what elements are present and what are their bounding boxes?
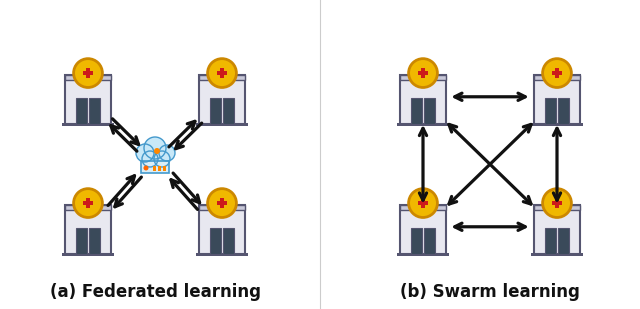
Bar — [198, 74, 245, 124]
Bar — [421, 68, 425, 78]
Circle shape — [543, 189, 572, 218]
Bar — [421, 198, 425, 209]
Circle shape — [136, 144, 154, 162]
Bar — [531, 123, 583, 126]
Circle shape — [144, 137, 166, 159]
Bar — [397, 253, 449, 256]
Bar — [153, 166, 156, 171]
Circle shape — [74, 59, 102, 87]
Bar — [397, 123, 449, 126]
Bar — [163, 166, 166, 171]
Bar — [65, 74, 111, 124]
Bar — [141, 161, 169, 173]
Bar — [76, 228, 87, 254]
Bar — [223, 98, 234, 124]
Bar — [62, 253, 114, 256]
Bar — [399, 74, 447, 124]
Bar — [399, 205, 447, 254]
Bar — [557, 228, 569, 254]
Bar — [89, 228, 100, 254]
Bar — [534, 205, 580, 254]
Text: (b) Swarm learning: (b) Swarm learning — [400, 283, 580, 301]
Bar — [418, 71, 428, 75]
Bar — [545, 98, 556, 124]
Bar — [216, 71, 227, 75]
Bar — [411, 228, 422, 254]
Bar — [158, 166, 161, 171]
Bar — [83, 201, 93, 205]
Bar — [196, 123, 248, 126]
Circle shape — [408, 189, 437, 218]
Circle shape — [207, 189, 236, 218]
Bar — [545, 228, 556, 254]
Bar — [86, 198, 90, 209]
Bar — [210, 228, 221, 254]
Bar — [198, 205, 245, 254]
Bar — [552, 201, 563, 205]
Bar — [411, 98, 422, 124]
Bar — [424, 228, 435, 254]
Circle shape — [142, 151, 158, 167]
Circle shape — [74, 189, 102, 218]
Bar — [216, 201, 227, 205]
Bar — [534, 74, 580, 80]
Bar — [223, 228, 234, 254]
Circle shape — [543, 59, 572, 87]
Bar — [76, 98, 87, 124]
Bar — [198, 74, 245, 80]
Bar — [399, 205, 447, 210]
Bar — [220, 198, 224, 209]
Bar — [65, 205, 111, 210]
Bar — [220, 68, 224, 78]
Circle shape — [154, 151, 170, 167]
Bar — [399, 74, 447, 80]
Bar — [198, 205, 245, 210]
Bar — [83, 71, 93, 75]
Bar — [62, 123, 114, 126]
Bar — [555, 198, 559, 209]
Bar — [534, 205, 580, 210]
Bar — [65, 205, 111, 254]
Bar — [196, 253, 248, 256]
Circle shape — [207, 59, 236, 87]
Circle shape — [154, 148, 160, 154]
Bar — [531, 253, 583, 256]
Bar — [557, 98, 569, 124]
Bar — [210, 98, 221, 124]
Bar — [534, 74, 580, 124]
Circle shape — [408, 59, 437, 87]
Bar — [418, 201, 428, 205]
Bar — [65, 74, 111, 80]
Ellipse shape — [141, 147, 171, 161]
Text: (a) Federated learning: (a) Federated learning — [49, 283, 260, 301]
Circle shape — [143, 166, 148, 171]
Bar — [86, 68, 90, 78]
Bar — [424, 98, 435, 124]
Bar — [89, 98, 100, 124]
Bar — [555, 68, 559, 78]
Bar — [552, 71, 563, 75]
Circle shape — [159, 145, 175, 161]
